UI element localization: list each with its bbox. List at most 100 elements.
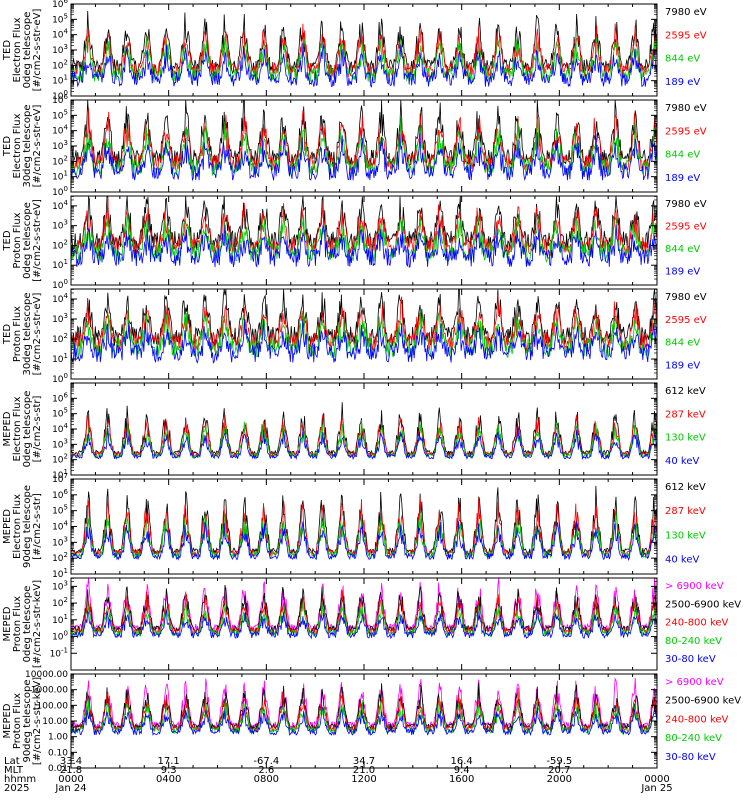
panel-1: 100 101 102 103 104 105 106 TED Electron Flux 0de… <box>2 0 707 102</box>
x-tick-lat: 33.4 <box>60 756 82 767</box>
channel-label: 844 eV <box>665 54 700 65</box>
channel-label: 130 keV <box>665 433 706 444</box>
x-tick-hhmm: 0400 <box>156 774 181 785</box>
ytick-label: 100 <box>52 630 68 643</box>
panel-ylabel: TED Proton Flux 30deg telescope [#/cm2-s-st… <box>2 292 43 375</box>
panel-2: 100 101 102 103 104 105 106 TED Electron Flux 30d… <box>2 93 707 198</box>
ytick-label: 105 <box>52 12 68 25</box>
x-tick-hhmm: 2000 <box>547 774 572 785</box>
ylabel-line: 0deg telescope <box>22 202 33 279</box>
panel-frame <box>70 288 658 380</box>
x-tick-mlt: 9.4 <box>454 765 470 776</box>
series-6-blue <box>70 521 658 561</box>
ytick-label: 101 <box>52 567 68 580</box>
channel-label: > 6900 keV <box>665 581 724 592</box>
channel-label: 2595 eV <box>665 126 707 137</box>
ylabel-line: Proton Flux <box>12 693 23 749</box>
ylabel-line: Electron Flux <box>12 17 23 82</box>
ylabel-line: MEPED <box>2 606 13 641</box>
ytick-label: 100.00 <box>37 701 69 711</box>
ytick-label: 100 <box>52 89 68 102</box>
ytick-label: 105 <box>52 504 68 517</box>
channel-label: 130 keV <box>665 530 706 541</box>
series-2-black <box>70 98 658 168</box>
ylabel-line: 30deg telescope <box>22 292 33 375</box>
channel-label: 844 eV <box>665 150 700 161</box>
ytick-label: 102 <box>52 332 68 345</box>
series-5-black <box>70 402 658 457</box>
panel-ylabel: MEPED Electron Flux 0deg telescope [#/cm2-s… <box>2 391 43 468</box>
ylabel-line: Proton Flux <box>12 212 23 268</box>
channel-label: 189 eV <box>665 173 700 184</box>
channel-label: 7980 eV <box>665 292 707 303</box>
ylabel-line: Electron Flux <box>12 113 23 178</box>
ylabel-line: TED <box>2 230 13 251</box>
channel-label: 40 keV <box>665 456 699 467</box>
channel-label: 2595 eV <box>665 222 707 233</box>
ytick-label: 103 <box>52 579 68 592</box>
series-2-red <box>70 108 658 173</box>
series-7-black <box>70 584 658 634</box>
ytick-label: 102 <box>52 596 68 609</box>
channel-label: 844 eV <box>665 244 700 255</box>
channel-label: 240-800 keV <box>665 618 729 629</box>
x-tick-hhmm: 0000 <box>644 774 669 785</box>
ytick-label: 102 <box>52 551 68 564</box>
x-tick-lat: -67.4 <box>253 756 279 767</box>
panel-ylabel: TED Electron Flux 0deg telescope [#/cm2-s-s… <box>2 9 43 92</box>
ytick-label: 103 <box>52 219 68 232</box>
ylabel-line: Electron Flux <box>12 494 23 559</box>
channel-label: 80-240 keV <box>665 636 722 647</box>
ytick-label: 102 <box>52 453 68 466</box>
channel-label: 30-80 keV <box>665 752 716 763</box>
channel-label: 240-800 keV <box>665 714 729 725</box>
x-tick-lat: 16.4 <box>451 756 473 767</box>
channel-label: 2595 eV <box>665 30 707 41</box>
panel-6: 101 102 103 104 105 106 107 MEPED Electron Flux 9… <box>2 472 706 580</box>
ylabel-line: 90deg telescope <box>22 485 33 568</box>
channel-label: > 6900 keV <box>665 677 724 688</box>
x-tick-hhmm: 0000 <box>58 774 83 785</box>
ytick-label: 105 <box>52 108 68 121</box>
ylabel-line: Proton Flux <box>12 306 23 362</box>
channel-label: 80-240 keV <box>665 733 722 744</box>
series-6-red <box>70 497 658 558</box>
ytick-label: 101 <box>52 170 68 183</box>
channel-label: 2595 eV <box>665 315 707 326</box>
ytick-label: 103 <box>52 535 68 548</box>
ylabel-line: MEPED <box>2 703 13 738</box>
channel-label: 30-80 keV <box>665 654 716 665</box>
x-tick-hhmm: 1600 <box>449 774 474 785</box>
ylabel-line: 90deg telescope <box>22 679 33 762</box>
ytick-label: 102 <box>52 238 68 251</box>
ytick-label: 100 <box>52 185 68 198</box>
x-row-label: 2025 <box>4 783 29 794</box>
ylabel-line: [#/cm2-s-str-eV] <box>32 105 43 188</box>
ylabel-line: 30deg telescope <box>22 104 33 187</box>
ytick-label: 102 <box>52 58 68 71</box>
ytick-label: 101 <box>52 352 68 365</box>
x-row-label: hhmm <box>4 774 36 785</box>
ylabel-line: TED <box>2 324 13 345</box>
ytick-label: 101 <box>52 613 68 626</box>
x-tick-lat: 34.7 <box>353 756 375 767</box>
ytick-label: 104 <box>52 28 68 41</box>
panel-ylabel: TED Proton Flux 0deg telescope [#/cm2-s-str… <box>2 199 43 282</box>
channel-label: 7980 eV <box>665 7 707 18</box>
x-tick-mlt: 21.8 <box>60 765 82 776</box>
ytick-label: 104 <box>52 124 68 137</box>
ylabel-line: MEPED <box>2 509 13 544</box>
series-3-black <box>70 195 658 251</box>
x-tick-date: Jan 24 <box>54 783 86 794</box>
ytick-label: 106 <box>52 93 68 106</box>
channel-label: 287 keV <box>665 409 706 420</box>
x-row-label: MLT <box>4 765 24 776</box>
x-tick-hhmm: 0800 <box>254 774 279 785</box>
series-3-blue <box>70 224 658 268</box>
ytick-label: 1.00 <box>48 733 68 743</box>
ytick-label: 10-1 <box>50 646 68 659</box>
panel-ylabel: MEPED Electron Flux 90deg telescope [#/cm2-… <box>2 485 43 568</box>
panel-7: 10-1 100 101 102 103 MEPED Proton Flux 0deg tel… <box>2 577 741 671</box>
ylabel-line: Electron Flux <box>12 396 23 461</box>
